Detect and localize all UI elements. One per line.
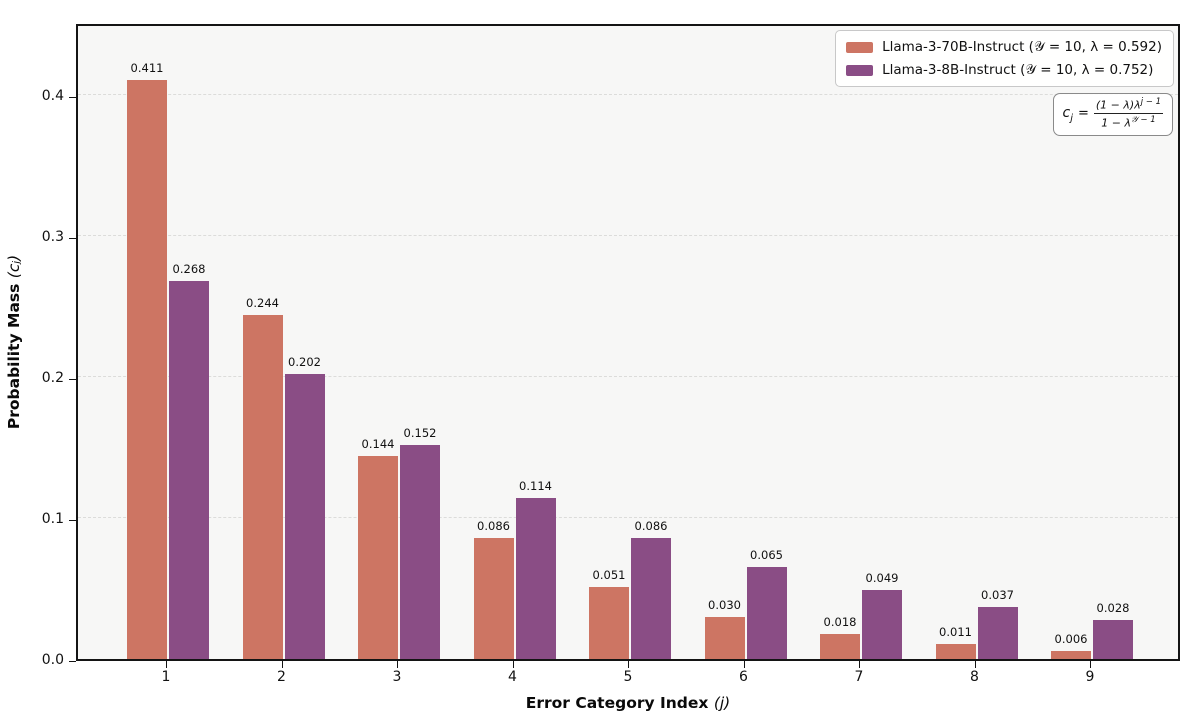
x-tick-label-1: 1 — [161, 669, 171, 685]
y-tick-label-0.3: 0.3 — [41, 229, 64, 246]
bar-value-label-series1-j5: 0.051 — [592, 568, 626, 583]
gridline-y-0.2 — [78, 376, 1178, 378]
y-tick-mark-0.3 — [69, 238, 76, 240]
bar-series2-j3 — [400, 444, 440, 659]
bar-value-label-series2-j7: 0.049 — [865, 570, 899, 585]
formula-denominator: 1 − λ𝒴 − 1 — [1101, 115, 1156, 131]
x-tick-label-6: 6 — [739, 669, 748, 685]
x-tick-mark-3 — [397, 661, 398, 668]
formula-fraction: (1 − λ)λj − 1 1 − λ𝒴 − 1 — [1093, 97, 1163, 131]
y-axis-title-text: Probability Mass — [5, 283, 23, 430]
x-tick-label-9: 9 — [1085, 669, 1095, 685]
bar-series2-j6 — [746, 567, 787, 659]
x-tick-label-5: 5 — [623, 669, 633, 685]
y-axis-title: Probability Mass (cⱼ) — [5, 255, 23, 429]
formula-equals: = — [1077, 106, 1089, 122]
legend-label-llama-70b: Llama-3-70B-Instruct (𝒴 = 10, λ = 0.592) — [882, 39, 1162, 55]
bar-series1-j5 — [589, 587, 629, 659]
y-tick-mark-0.4 — [69, 97, 76, 99]
legend-item-llama-70b: Llama-3-70B-Instruct (𝒴 = 10, λ = 0.592) — [846, 39, 1162, 55]
formula-lhs: cj — [1062, 104, 1073, 124]
x-tick-label-4: 4 — [508, 669, 517, 685]
legend-swatch-llama-70b — [846, 41, 874, 53]
bar-series1-j8 — [935, 643, 976, 659]
bar-value-label-series2-j1: 0.268 — [172, 262, 206, 277]
bar-value-label-series2-j6: 0.065 — [750, 548, 783, 563]
legend-swatch-llama-8b — [846, 64, 874, 76]
y-tick-label-0.4: 0.4 — [41, 88, 64, 105]
y-tick-mark-0.1 — [69, 520, 76, 522]
x-axis-title-math: (j) — [713, 694, 731, 712]
x-tick-mark-7 — [859, 661, 860, 668]
bar-series1-j6 — [704, 616, 745, 659]
bar-value-label-series1-j6: 0.030 — [708, 597, 741, 612]
gridline-y-0.1 — [78, 517, 1178, 519]
bar-series2-j5 — [631, 537, 671, 659]
x-tick-label-7: 7 — [854, 669, 864, 685]
gridline-y-0.4 — [78, 94, 1178, 96]
gridline-y-0.3 — [78, 235, 1178, 237]
bar-series1-j9 — [1051, 650, 1091, 659]
bar-series2-j4 — [515, 498, 556, 659]
x-axis-title-text: Error Category Index — [525, 694, 709, 712]
bar-series2-j8 — [977, 606, 1018, 659]
formula-annotation: cj = (1 − λ)λj − 1 1 − λ𝒴 − 1 — [1052, 93, 1173, 136]
legend: Llama-3-70B-Instruct (𝒴 = 10, λ = 0.592)… — [835, 30, 1174, 87]
bar-value-label-series1-j2: 0.244 — [246, 296, 279, 311]
x-tick-label-2: 2 — [277, 669, 286, 685]
bar-value-label-series1-j1: 0.411 — [130, 60, 164, 75]
bar-value-label-series1-j9: 0.006 — [1054, 631, 1088, 646]
bar-value-label-series2-j3: 0.152 — [403, 425, 437, 440]
formula-numerator: (1 − λ)λj − 1 — [1093, 97, 1163, 115]
bar-value-label-series1-j3: 0.144 — [361, 437, 395, 452]
legend-label-llama-8b: Llama-3-8B-Instruct (𝒴 = 10, λ = 0.752) — [882, 62, 1154, 78]
bar-value-label-series2-j9: 0.028 — [1096, 600, 1130, 615]
x-tick-label-8: 8 — [970, 669, 979, 685]
x-tick-mark-9 — [1090, 661, 1091, 668]
bar-series2-j9 — [1093, 619, 1133, 659]
bar-series1-j3 — [358, 456, 398, 659]
y-tick-label-0.2: 0.2 — [41, 370, 64, 387]
bar-value-label-series2-j8: 0.037 — [981, 587, 1014, 602]
bar-value-label-series2-j5: 0.086 — [634, 518, 668, 533]
x-tick-mark-5 — [628, 661, 629, 668]
x-tick-mark-1 — [166, 661, 167, 668]
bar-series1-j1 — [127, 79, 167, 659]
legend-item-llama-8b: Llama-3-8B-Instruct (𝒴 = 10, λ = 0.752) — [846, 62, 1162, 78]
x-tick-label-3: 3 — [392, 669, 402, 685]
y-tick-mark-0.2 — [69, 379, 76, 381]
bar-value-label-series1-j7: 0.018 — [823, 614, 857, 629]
bar-series2-j2 — [284, 374, 325, 659]
plot-area: 0.411 0.244 0.144 0.086 0.051 0.030 0.018 0.011… — [76, 24, 1180, 661]
bar-series1-j2 — [242, 315, 283, 659]
x-tick-mark-8 — [974, 661, 976, 668]
x-axis-title: Error Category Index (j) — [526, 694, 730, 712]
x-tick-mark-6 — [743, 661, 745, 668]
bar-value-label-series2-j2: 0.202 — [288, 355, 321, 370]
y-tick-label-0.1: 0.1 — [41, 511, 64, 528]
bar-value-label-series1-j4: 0.086 — [477, 518, 510, 533]
y-tick-mark-0.0 — [69, 661, 76, 662]
y-axis-title-math: (cⱼ) — [5, 254, 23, 279]
x-tick-mark-4 — [512, 661, 514, 668]
y-tick-label-0.0: 0.0 — [41, 652, 64, 668]
bar-value-label-series2-j4: 0.114 — [519, 479, 552, 494]
bar-value-label-series1-j8: 0.011 — [939, 624, 972, 639]
x-tick-mark-2 — [281, 661, 283, 668]
bar-series1-j4 — [473, 537, 514, 659]
bar-series2-j7 — [862, 589, 902, 659]
bar-series1-j7 — [820, 633, 860, 659]
bar-series2-j1 — [169, 281, 209, 659]
